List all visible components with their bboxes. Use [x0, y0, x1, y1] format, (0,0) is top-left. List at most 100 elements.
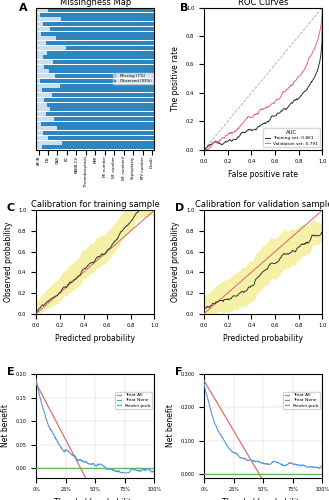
Bar: [36, 112, 46, 116]
Treat None: [320, 471, 324, 477]
Treat None: [299, 471, 303, 477]
Training set: 0.861: (0.595, 0.238): 0.861: (0.595, 0.238): [273, 113, 277, 119]
Bar: [58, 126, 155, 130]
Bar: [36, 41, 46, 45]
Treat None: [91, 465, 95, 471]
Training set: 0.861: (0.906, 0.478): 0.861: (0.906, 0.478): [309, 78, 313, 84]
Predict.prob: [318, 465, 322, 471]
Line: Predict.prob: Predict.prob: [36, 380, 155, 473]
Bar: [47, 102, 155, 106]
Treat All: [91, 489, 95, 495]
Predict.prob: [34, 376, 38, 382]
Bar: [36, 32, 41, 36]
Legend: Treat All, Treat None, Predict.prob: Treat All, Treat None, Predict.prob: [115, 392, 152, 409]
Bar: [41, 122, 155, 126]
Predict.prob: [153, 468, 157, 474]
Treat All: [202, 378, 206, 384]
Bar: [52, 93, 155, 97]
Treat All: [258, 473, 262, 479]
Predict.prob: [258, 460, 262, 466]
X-axis label: False positive rate: False positive rate: [228, 170, 298, 179]
Line: Training set: 0.861: Training set: 0.861: [204, 14, 322, 149]
Training set: 0.861: (1, 0.949): 0.861: (1, 0.949): [320, 12, 324, 18]
Bar: [36, 84, 60, 87]
Bar: [36, 22, 43, 26]
Treat None: [272, 471, 276, 477]
Legend: Missing (7%), Observed (93%): Missing (7%), Observed (93%): [113, 73, 153, 85]
X-axis label: Predicted probability: Predicted probability: [223, 334, 303, 343]
Validation set: 0.791: (0.595, 0.326): 0.791: (0.595, 0.326): [273, 100, 277, 106]
Bar: [44, 98, 155, 102]
Treat All: [259, 474, 263, 480]
Bar: [55, 74, 155, 78]
X-axis label: Predicted probability: Predicted probability: [55, 334, 135, 343]
Text: C: C: [7, 203, 15, 213]
Bar: [36, 79, 40, 83]
Validation set: 0.791: (0.906, 0.667): 0.791: (0.906, 0.667): [309, 52, 313, 58]
X-axis label: Threshold probability: Threshold probability: [222, 498, 304, 500]
Text: B: B: [181, 3, 189, 13]
Bar: [36, 131, 43, 135]
Predict.prob: [119, 470, 123, 476]
Y-axis label: The positive rate: The positive rate: [171, 46, 181, 111]
Bar: [36, 36, 56, 40]
Predict.prob: [131, 466, 135, 472]
Validation set: 0.791: (0.843, 0.555): 0.791: (0.843, 0.555): [302, 68, 306, 73]
Bar: [36, 50, 47, 54]
Bar: [40, 12, 155, 16]
X-axis label: Threshold probability: Threshold probability: [55, 498, 136, 500]
Training set: 0.861: (0, 0): 0.861: (0, 0): [202, 146, 206, 152]
Line: Treat All: Treat All: [204, 381, 322, 500]
Validation set: 0.791: (0, 0): 0.791: (0, 0): [202, 146, 206, 152]
Bar: [36, 88, 42, 92]
Bar: [46, 41, 155, 45]
Bar: [36, 126, 58, 130]
Bar: [43, 22, 155, 26]
Bar: [36, 108, 50, 112]
Bar: [36, 60, 53, 64]
Validation set: 0.791: (0.00334, 0): 0.791: (0.00334, 0): [203, 146, 207, 152]
Bar: [62, 140, 155, 144]
Bar: [36, 64, 44, 69]
Validation set: 0.791: (0.612, 0.353): 0.791: (0.612, 0.353): [275, 96, 279, 102]
Treat None: [105, 465, 109, 471]
Bar: [53, 60, 155, 64]
Bar: [41, 32, 155, 36]
Bar: [36, 27, 50, 31]
Treat None: [202, 471, 206, 477]
Training set: 0.861: (0.843, 0.405): 0.861: (0.843, 0.405): [302, 89, 306, 95]
Bar: [49, 70, 155, 73]
Predict.prob: [150, 468, 154, 474]
Line: Treat All: Treat All: [36, 384, 155, 500]
Bar: [36, 102, 47, 106]
Title: Calibration for training sample: Calibration for training sample: [31, 200, 160, 209]
Predict.prob: [266, 460, 270, 466]
Bar: [36, 12, 40, 16]
Bar: [47, 50, 155, 54]
Title: ROC Curves: ROC Curves: [238, 0, 289, 6]
Legend: Training set: 0.861, Validation set: 0.791: Training set: 0.861, Validation set: 0.7…: [263, 128, 320, 148]
Treat All: [266, 486, 270, 492]
Y-axis label: Net benefit: Net benefit: [166, 404, 175, 448]
Training set: 0.861: (0.00334, 0.00244): 0.861: (0.00334, 0.00244): [203, 146, 207, 152]
Treat None: [317, 471, 321, 477]
Bar: [60, 84, 155, 87]
Predict.prob: [316, 466, 320, 471]
Treat None: [131, 465, 135, 471]
Line: Validation set: 0.791: Validation set: 0.791: [204, 8, 322, 150]
Bar: [36, 56, 43, 60]
Treat None: [90, 465, 94, 471]
Text: F: F: [175, 367, 182, 377]
Bar: [48, 136, 155, 140]
Bar: [48, 8, 155, 12]
Treat All: [272, 497, 276, 500]
Bar: [36, 93, 52, 97]
Bar: [36, 8, 48, 12]
Bar: [54, 117, 155, 121]
Predict.prob: [91, 460, 95, 466]
Bar: [50, 108, 155, 112]
Treat None: [34, 465, 38, 471]
Bar: [36, 18, 61, 21]
Predict.prob: [98, 461, 102, 467]
Y-axis label: Net benefit: Net benefit: [1, 404, 10, 448]
